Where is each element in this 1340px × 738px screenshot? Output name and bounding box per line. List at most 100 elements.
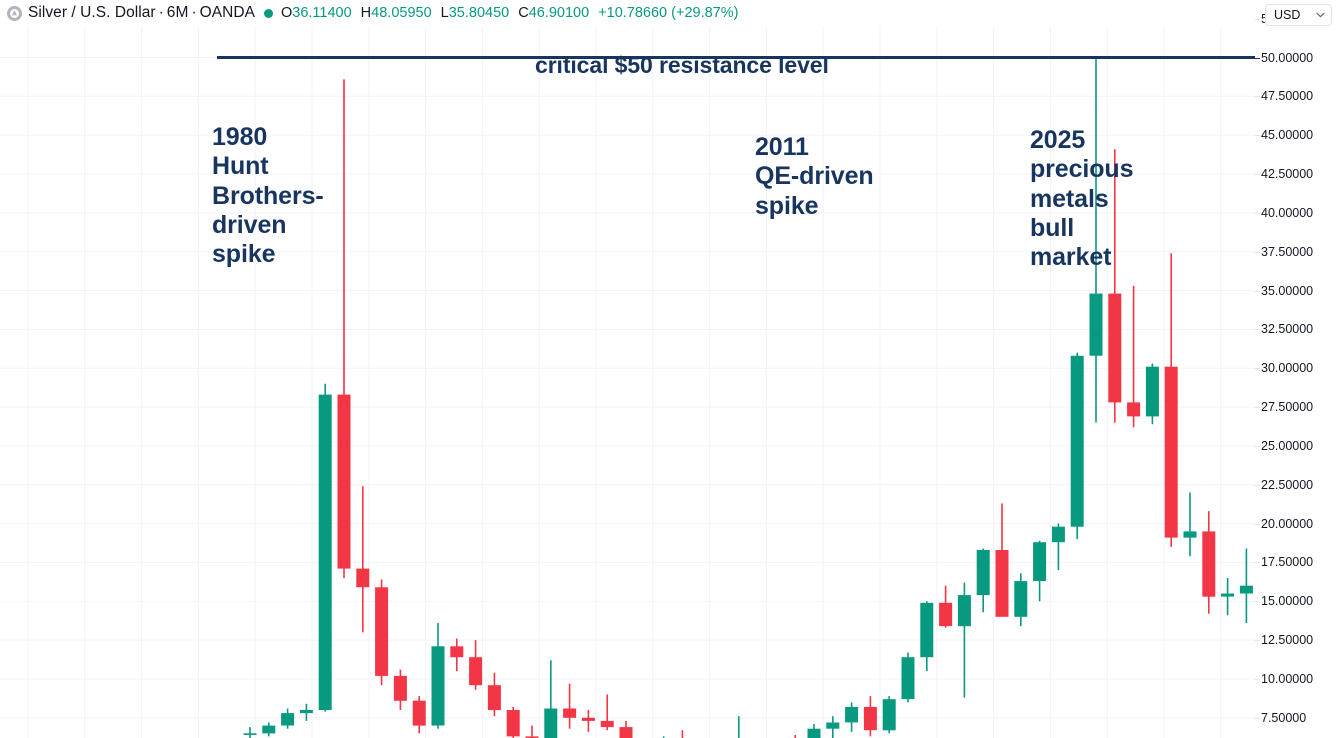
annotation-1980-hunt-brothers: 1980 Hunt Brothers- driven spike: [212, 123, 324, 268]
candle: [1183, 492, 1197, 557]
price-axis-tick: 10.00000: [1255, 672, 1313, 686]
candle: [1089, 55, 1103, 423]
price-axis-tick-dash: [1255, 679, 1260, 680]
currency-selector-value: USD: [1274, 8, 1301, 22]
ohlc-open-value: 36.11400: [292, 5, 352, 21]
candle: [957, 582, 971, 698]
candle: [1051, 523, 1065, 571]
candle: [1014, 573, 1028, 627]
price-axis-tick-dash: [1255, 57, 1260, 59]
price-axis-tick-dash: [1255, 717, 1260, 719]
annotation-2011-qe-spike: 2011 QE-driven spike: [755, 133, 874, 220]
horizontal-gridlines: [0, 18, 1255, 719]
candle: [600, 694, 614, 731]
candle: [412, 696, 426, 734]
candle: [681, 730, 684, 738]
price-axis-tick-label: 37.50000: [1261, 244, 1314, 259]
silver-coin-icon: [7, 5, 22, 21]
legend-separator-2: ·: [191, 4, 197, 21]
price-axis-tick-dash: [1255, 640, 1260, 642]
ohlc-close-label: C: [518, 5, 529, 21]
currency-selector[interactable]: USD: [1265, 4, 1332, 26]
candle: [826, 716, 840, 738]
market-status-dot: [263, 8, 273, 18]
ohlc-close: C46.90100: [518, 5, 589, 21]
ohlc-high: H48.05950: [361, 5, 432, 21]
candle: [939, 585, 953, 628]
price-axis-tick-label: 17.50000: [1261, 555, 1314, 570]
candle: [544, 660, 558, 738]
price-axis-tick-label: 27.50000: [1261, 400, 1314, 415]
price-axis-tick-dash: [1255, 601, 1260, 603]
candle-series: [243, 55, 1253, 738]
price-axis-tick: 15.00000: [1255, 594, 1314, 609]
candle: [1127, 285, 1141, 428]
ohlc-open: O36.11400: [281, 5, 352, 21]
candle: [318, 383, 332, 712]
candle: [393, 669, 407, 710]
candle: [845, 702, 859, 732]
price-axis-tick: 22.50000: [1255, 477, 1314, 492]
legend-separator-1: ·: [158, 4, 164, 21]
candle: [243, 727, 257, 738]
price-axis-tick: 47.50000: [1255, 89, 1313, 103]
candle: [1033, 540, 1047, 602]
price-axis-tick-dash: [1255, 18, 1260, 20]
ohlc-high-value: 48.05950: [371, 5, 432, 21]
candle: [1239, 548, 1253, 623]
price-axis-tick-dash: [1255, 523, 1260, 525]
price-axis-tick: 35.00000: [1255, 283, 1314, 298]
candle: [262, 722, 276, 737]
ohlc-low: L35.80450: [441, 5, 510, 21]
price-axis-tick-label: 35.00000: [1261, 283, 1314, 298]
price-axis-tick-dash: [1255, 251, 1260, 253]
candle: [1108, 149, 1122, 423]
price-axis-tick-dash: [1255, 368, 1260, 370]
annotation-2025-bull-market: 2025 precious metals bull market: [1030, 126, 1134, 271]
candle: [1202, 511, 1216, 614]
candle: [901, 652, 915, 703]
price-axis[interactable]: 52.5000050.0000047.5000045.0000042.50000…: [1255, 0, 1340, 738]
candle: [581, 710, 595, 732]
candle: [431, 623, 445, 729]
candle: [356, 486, 370, 633]
price-axis-tick-label: 40.00000: [1261, 205, 1314, 220]
candle: [882, 696, 896, 734]
candle: [299, 703, 313, 721]
price-axis-tick-label: 50.00000: [1261, 50, 1314, 65]
price-axis-tick: 37.50000: [1255, 244, 1314, 259]
candle: [619, 720, 633, 738]
price-axis-tick-dash: [1255, 562, 1260, 564]
price-axis-tick: 7.50000: [1255, 710, 1307, 725]
price-axis-tick: 32.50000: [1255, 322, 1313, 336]
price-axis-tick-label: 22.50000: [1261, 477, 1314, 492]
ohlc-low-label: L: [440, 5, 449, 21]
candlestick-chart-svg[interactable]: [0, 0, 1255, 738]
candle: [506, 706, 520, 738]
price-axis-tick-dash: [1255, 135, 1260, 137]
chevron-down-icon: [1316, 11, 1325, 20]
symbol-name[interactable]: Silver / U.S. Dollar: [28, 4, 156, 21]
price-axis-tick-dash: [1255, 174, 1260, 175]
candle: [807, 724, 821, 738]
price-axis-tick-label: 30.00000: [1261, 361, 1314, 376]
price-axis-tick: 50.00000: [1255, 50, 1314, 65]
price-axis-tick: 25.00000: [1255, 439, 1313, 453]
candle: [469, 640, 483, 690]
ohlc-change-value: +10.78660 (+29.87%): [598, 5, 739, 21]
chart-legend-bar: Silver / U.S. Dollar · 6M · OANDA O36.11…: [0, 0, 1255, 26]
price-axis-tick: 12.50000: [1255, 633, 1313, 647]
candle: [976, 548, 990, 613]
price-axis-tick-label: 45.00000: [1261, 128, 1314, 143]
price-axis-tick-dash: [1255, 445, 1260, 447]
exchange-label[interactable]: OANDA: [199, 4, 255, 21]
price-axis-tick-dash: [1255, 290, 1260, 292]
candle: [1145, 363, 1159, 425]
price-axis-tick-dash: [1255, 484, 1260, 486]
price-axis-tick-label: 15.00000: [1261, 594, 1314, 609]
ohlc-change: +10.78660 (+29.87%): [598, 5, 738, 21]
chart-pane[interactable]: [0, 0, 1255, 738]
price-axis-tick-label: 7.50000: [1261, 710, 1307, 725]
interval-label[interactable]: 6M: [166, 4, 189, 21]
